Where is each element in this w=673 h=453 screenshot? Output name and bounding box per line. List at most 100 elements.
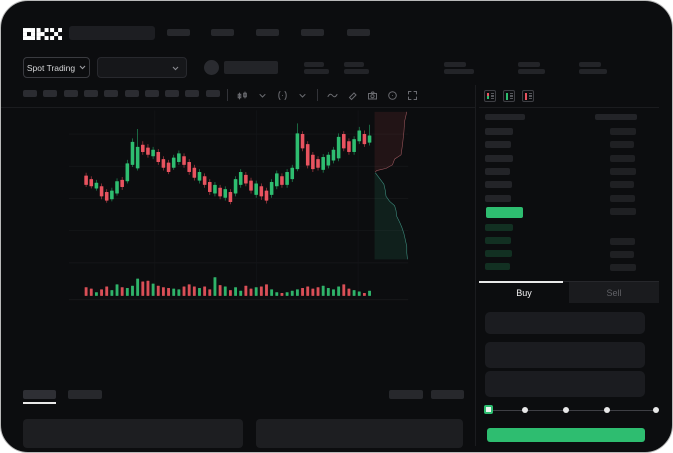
top-nav-menu [167, 29, 397, 37]
timeframe-placeholder[interactable] [63, 90, 78, 97]
measure-icon[interactable] [347, 90, 358, 101]
nav-item-placeholder[interactable] [256, 29, 279, 36]
book-asks-icon[interactable] [522, 90, 534, 102]
trade-row-placeholder [610, 181, 634, 189]
trade-row-placeholder [610, 264, 636, 271]
market-type-dropdown[interactable]: Spot Trading [23, 57, 90, 78]
indicators-icon[interactable] [277, 90, 288, 101]
icon-line [528, 95, 532, 97]
bid-row-placeholder[interactable] [485, 250, 512, 257]
trade-row-placeholder [610, 128, 636, 135]
price-chart[interactable] [1, 109, 479, 381]
pair-logo-avatar [204, 60, 219, 75]
panel-divider [475, 85, 476, 446]
timeframe-placeholder[interactable] [104, 90, 119, 97]
icon-line [490, 95, 494, 97]
ask-row-placeholder[interactable] [485, 181, 512, 189]
chart-style-icon[interactable] [237, 90, 248, 101]
timeframe-placeholder[interactable] [185, 90, 200, 97]
trade-row-placeholder [610, 141, 634, 149]
stat-label-placeholder [518, 62, 540, 67]
ask-row-placeholder[interactable] [485, 154, 513, 162]
book-split-icon[interactable] [484, 90, 496, 102]
slider-stop[interactable] [563, 406, 569, 413]
stat-value-placeholder [579, 69, 607, 74]
stat-value-placeholder [518, 69, 545, 74]
bid-row-placeholder[interactable] [485, 263, 510, 270]
bottom-action-placeholder[interactable] [431, 390, 464, 399]
chevron-down-icon[interactable] [297, 90, 308, 101]
timeframe-placeholder[interactable] [43, 90, 58, 97]
slider-stop[interactable] [653, 406, 659, 413]
slider-handle[interactable] [484, 405, 493, 414]
toolbar-separator [227, 89, 228, 101]
orderbook-view-toggles [484, 90, 544, 102]
sell-tab-bg [569, 282, 659, 303]
nav-item-placeholder[interactable] [211, 29, 234, 36]
market-type-label: Spot Trading [26, 62, 76, 73]
icon-line [490, 98, 494, 100]
stat-label-placeholder [579, 62, 601, 67]
nav-item-placeholder[interactable] [167, 29, 190, 36]
amount-input-placeholder[interactable] [485, 342, 645, 368]
stat-label-placeholder [444, 62, 466, 67]
timeframe-placeholder[interactable] [83, 90, 98, 97]
last-price-badge[interactable] [486, 207, 523, 218]
buy-tab-indicator [479, 281, 563, 283]
icon-bar [486, 96, 489, 100]
icon-line [528, 92, 532, 94]
stat-label-placeholder [344, 62, 364, 67]
icon-line [490, 92, 494, 94]
stat-value-placeholder [444, 69, 474, 74]
timeframe-placeholder[interactable] [165, 90, 180, 97]
trade-row-placeholder [610, 251, 634, 258]
ask-row-placeholder[interactable] [485, 194, 511, 202]
drawing-tool-icon[interactable] [327, 90, 338, 101]
timeframe-placeholder[interactable] [144, 90, 159, 97]
trade-row-placeholder [610, 194, 635, 202]
trade-row-placeholder [610, 238, 635, 245]
pair-name-placeholder [224, 61, 278, 74]
target-icon[interactable] [387, 90, 398, 101]
bid-row-placeholder[interactable] [485, 224, 513, 231]
sell-tab[interactable]: Sell [606, 288, 622, 298]
slider-stop[interactable] [604, 406, 610, 413]
timeframe-placeholder[interactable] [124, 90, 139, 97]
buy-tab[interactable]: Buy [516, 288, 532, 298]
order-book-trade-panel: Buy Sell [479, 86, 659, 446]
total-input-placeholder[interactable] [485, 371, 645, 397]
bottom-tab[interactable] [68, 390, 102, 399]
nav-item-placeholder[interactable] [301, 29, 324, 36]
timeframe-placeholder[interactable] [205, 90, 220, 97]
slider-stop[interactable] [522, 406, 528, 413]
icon-bar [505, 92, 508, 100]
stat-value-placeholder [304, 69, 329, 74]
fullscreen-icon[interactable] [407, 90, 418, 101]
ask-row-placeholder[interactable] [485, 141, 511, 149]
icon-line [509, 92, 513, 94]
bid-row-placeholder[interactable] [485, 237, 511, 244]
icon-line [528, 98, 532, 100]
tabs-top-border [479, 281, 659, 282]
orderbook-divider [479, 107, 659, 108]
stat-label-placeholder [304, 62, 324, 67]
price-input-placeholder[interactable] [485, 312, 645, 334]
nav-item-placeholder[interactable] [347, 29, 370, 36]
ask-row-placeholder[interactable] [485, 128, 513, 135]
toolbar-divider [1, 107, 475, 108]
market-search-box[interactable] [69, 26, 155, 40]
bottom-action-placeholder[interactable] [389, 390, 423, 399]
orders-panel-placeholder [23, 419, 243, 448]
timeframe-placeholder[interactable] [23, 90, 37, 97]
amount-slider[interactable] [485, 409, 655, 411]
chevron-down-icon[interactable] [257, 90, 268, 101]
book-bids-icon[interactable] [503, 90, 515, 102]
buy-submit-button[interactable] [487, 428, 645, 442]
bottom-tab-active[interactable] [23, 390, 56, 399]
camera-icon[interactable] [367, 90, 378, 101]
ask-row-placeholder[interactable] [485, 167, 510, 175]
pair-dropdown[interactable] [97, 57, 187, 78]
orderbook-header-placeholder [485, 114, 525, 120]
icon-bar [524, 92, 527, 100]
